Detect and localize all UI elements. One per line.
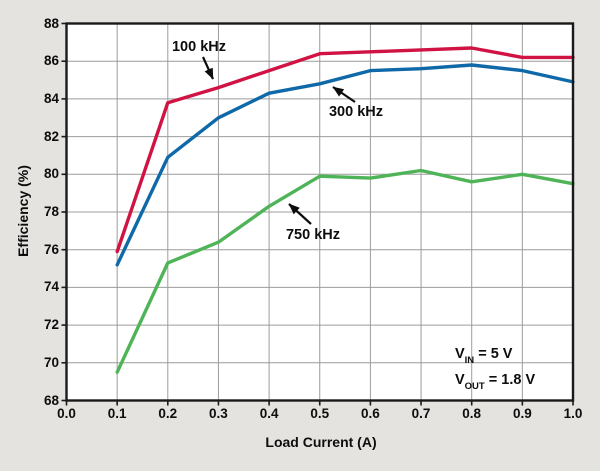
x-tick-label: 0.3 xyxy=(209,406,228,421)
y-tick-label: 88 xyxy=(43,15,59,31)
x-tick-label: 0.8 xyxy=(462,406,482,421)
vin-condition: VIN = 5 V xyxy=(455,346,513,366)
y-tick-label: 76 xyxy=(43,241,59,257)
y-tick-label: 86 xyxy=(43,53,59,69)
x-tick-label: 0.5 xyxy=(310,406,330,421)
curve-750-khz xyxy=(115,168,575,374)
label-300khz: 300 kHz xyxy=(328,104,384,120)
label-100khz: 100 kHz xyxy=(171,39,227,55)
x-tick-label: 0.1 xyxy=(107,406,127,421)
x-tick-label: 0.7 xyxy=(411,406,431,421)
x-axis-title: Load Current (A) xyxy=(265,434,377,450)
y-tick-label: 68 xyxy=(43,392,59,408)
y-tick-label: 78 xyxy=(43,204,59,219)
y-axis-title: Efficiency (%) xyxy=(15,165,31,257)
y-tick-label: 70 xyxy=(43,354,59,370)
arrow-750khz xyxy=(288,203,312,225)
y-tick-label: 74 xyxy=(43,279,59,295)
x-tick-label: 0.9 xyxy=(512,406,532,421)
y-tick-label: 82 xyxy=(43,128,59,144)
data-curves xyxy=(115,46,575,374)
y-tick-label: 80 xyxy=(43,166,59,182)
curve-100-khz xyxy=(115,46,575,254)
x-tick-label: 0.0 xyxy=(57,406,76,421)
x-tick-label: 0.6 xyxy=(361,406,380,421)
vout-condition: VOUT = 1.8 V xyxy=(455,371,536,392)
arrow-300khz xyxy=(332,86,356,103)
plot-frame xyxy=(65,22,575,402)
x-tick-label: 0.2 xyxy=(158,406,178,421)
y-tick-label: 84 xyxy=(43,90,59,106)
label-750khz: 750 kHz xyxy=(285,227,341,243)
arrow-100khz xyxy=(201,56,215,80)
x-tick-label: 1.0 xyxy=(563,406,583,421)
annotation-arrows xyxy=(201,56,356,225)
curve-300-khz xyxy=(115,63,575,267)
x-tick-label: 0.4 xyxy=(259,406,279,421)
y-tick-label: 72 xyxy=(43,317,59,333)
test-conditions: VIN = 5 V VOUT = 1.8 V xyxy=(455,344,535,396)
